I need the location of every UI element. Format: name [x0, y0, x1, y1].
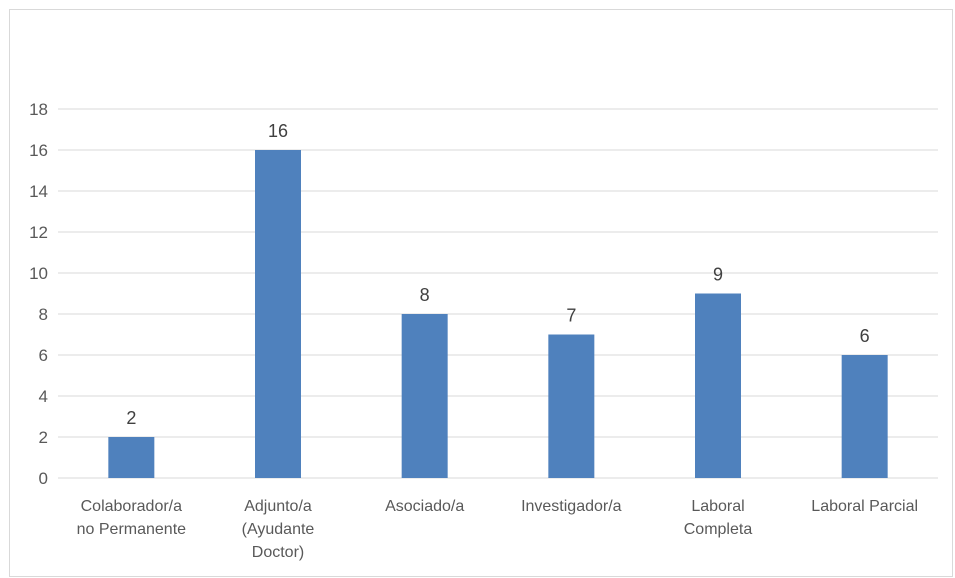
data-label: 2: [126, 408, 136, 428]
y-tick-label: 12: [29, 223, 48, 242]
data-label: 16: [268, 121, 288, 141]
y-tick-label: 6: [39, 346, 48, 365]
y-tick-label: 18: [29, 100, 48, 119]
x-tick-label: Asociado/a: [385, 498, 464, 515]
x-tick-label: Laboral Parcial: [811, 498, 918, 515]
chart-frame: [9, 9, 953, 577]
x-tick-label: Laboral: [691, 498, 744, 515]
y-axis-ticks: 0 2 4 6 8 10 12 14 16 18: [29, 100, 48, 488]
bar: [841, 355, 888, 478]
y-tick-label: 16: [29, 141, 48, 160]
data-labels: 2 16 8 7 9 6: [126, 121, 869, 428]
x-tick-label: Doctor): [252, 544, 304, 561]
x-tick-label: Adjunto/a: [244, 498, 312, 515]
y-tick-label: 2: [39, 428, 48, 447]
y-tick-label: 0: [39, 469, 48, 488]
y-tick-label: 14: [29, 182, 48, 201]
y-tick-label: 4: [39, 387, 48, 406]
gridlines: [58, 108, 938, 479]
x-tick-label: no Permanente: [77, 521, 187, 538]
bar: [255, 150, 301, 478]
bar: [695, 293, 741, 478]
data-label: 8: [420, 285, 430, 305]
x-tick-label: Investigador/a: [521, 498, 622, 515]
bars: [108, 150, 888, 478]
y-tick-label: 10: [29, 264, 48, 283]
x-axis-labels: Colaborador/a no Permanente Adjunto/a (Ayud…: [77, 498, 918, 561]
data-label: 7: [566, 306, 576, 326]
x-tick-label: Completa: [684, 521, 753, 538]
data-label: 6: [860, 326, 870, 346]
bar: [548, 334, 595, 478]
bar: [108, 437, 155, 478]
bar: [401, 314, 448, 478]
x-tick-label: (Ayudante: [242, 521, 315, 538]
data-label: 9: [713, 265, 723, 285]
x-tick-label: Colaborador/a: [81, 498, 183, 515]
y-tick-label: 8: [39, 305, 48, 324]
